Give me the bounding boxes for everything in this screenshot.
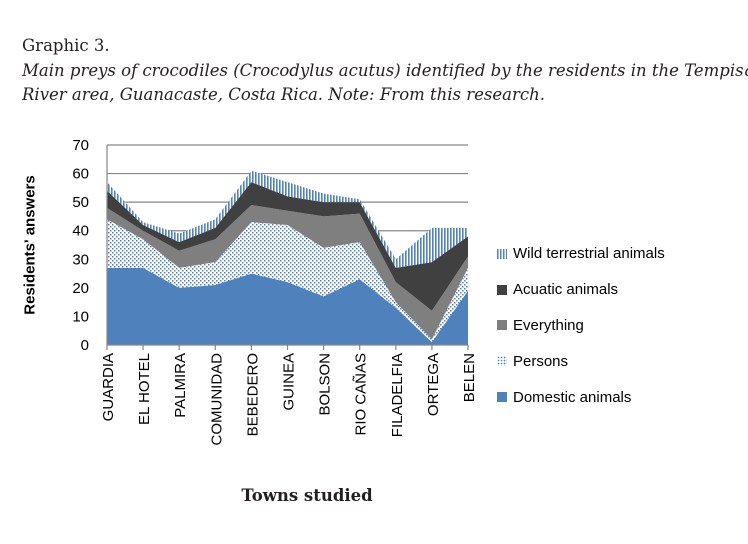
caption-line-1: Main preys of crocodiles (Crocodylus acu… <box>22 61 748 80</box>
x-axis-title: Towns studied <box>241 486 373 505</box>
x-tick-label: PALMIRA <box>172 353 189 418</box>
x-tick-label: ORTEGA <box>425 353 442 416</box>
x-tick-label: FILADELFIA <box>389 353 406 437</box>
legend-label: Wild terrestrial animals <box>513 245 665 263</box>
legend-item: Domestic animals <box>497 379 665 415</box>
legend-label: Persons <box>513 352 569 370</box>
x-tick-label: RIO CAÑAS <box>353 353 370 436</box>
legend-label: Domestic animals <box>513 388 632 406</box>
y-tick-label: 40 <box>72 223 89 240</box>
y-tick-label: 30 <box>72 251 89 268</box>
y-axis-title: Residents' answers <box>21 175 39 315</box>
caption-line-2: River area, Guanacaste, Costa Rica. Note… <box>22 85 545 104</box>
y-tick-label: 0 <box>81 337 89 354</box>
y-tick-label: 60 <box>72 166 89 183</box>
legend-swatch <box>497 356 507 367</box>
x-tick-label: COMUNIDAD <box>208 353 225 446</box>
legend-label: Acuatic animals <box>513 281 619 299</box>
y-tick-label: 20 <box>72 280 89 297</box>
legend-swatch <box>497 284 507 295</box>
area-persons <box>107 219 468 343</box>
legend: Wild terrestrial animals Acuatic animals E… <box>497 236 665 415</box>
legend-item: Wild terrestrial animals <box>497 236 665 272</box>
legend-swatch <box>497 392 507 403</box>
legend-label: Everything <box>513 316 584 334</box>
x-tick-label: GUINEA <box>281 353 298 411</box>
y-tick-label: 10 <box>72 308 89 325</box>
y-tick-label: 50 <box>72 194 89 211</box>
area-wild-terrestrial-animals <box>107 170 468 268</box>
x-tick-label: BELEN <box>461 353 478 402</box>
legend-item: Acuatic animals <box>497 272 665 308</box>
area-acuatic-animals <box>107 182 468 311</box>
y-tick-label: 70 <box>72 137 89 154</box>
legend-item: Persons <box>497 343 665 379</box>
legend-swatch <box>497 320 507 331</box>
x-tick-label: EL HOTEL <box>136 353 153 425</box>
legend-item: Everything <box>497 308 665 344</box>
graphic-label: Graphic 3. <box>22 36 110 55</box>
x-tick-label: BEBEDERO <box>244 353 261 436</box>
area-domestic-animals <box>107 267 468 345</box>
area-everything <box>107 205 468 340</box>
legend-swatch <box>497 248 507 259</box>
x-tick-label: GUARDIA <box>100 353 117 421</box>
x-tick-label: BOLSON <box>317 353 334 416</box>
